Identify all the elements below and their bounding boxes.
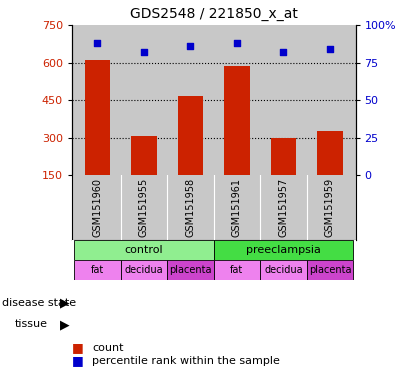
Point [234, 40, 240, 46]
Bar [214, 260, 260, 280]
Title: GDS2548 / 221850_x_at: GDS2548 / 221850_x_at [130, 7, 298, 21]
Text: GSM151960: GSM151960 [92, 178, 102, 237]
Text: GSM151958: GSM151958 [185, 178, 196, 237]
Text: GSM151959: GSM151959 [325, 178, 335, 237]
Text: placenta: placenta [309, 265, 351, 275]
Text: ▶: ▶ [60, 318, 70, 331]
Point [280, 49, 287, 55]
Bar [317, 131, 343, 175]
Text: ▶: ▶ [60, 296, 70, 309]
Bar [167, 260, 214, 280]
Bar [214, 240, 353, 260]
Point [327, 46, 333, 52]
Bar [178, 96, 203, 175]
Text: GSM151955: GSM151955 [139, 178, 149, 237]
Text: GSM151957: GSM151957 [279, 178, 289, 237]
Bar [224, 66, 250, 175]
Text: fat: fat [230, 265, 244, 275]
Text: decidua: decidua [125, 265, 163, 275]
Text: disease state: disease state [2, 298, 76, 308]
Bar [74, 240, 214, 260]
Text: tissue: tissue [14, 319, 47, 329]
Text: preeclampsia: preeclampsia [246, 245, 321, 255]
Text: placenta: placenta [169, 265, 212, 275]
Point [141, 49, 147, 55]
Bar [271, 137, 296, 175]
Point [187, 43, 194, 49]
Text: count: count [92, 343, 124, 353]
Text: control: control [125, 245, 163, 255]
Bar [260, 260, 307, 280]
Text: ■: ■ [72, 341, 84, 354]
Text: ■: ■ [72, 354, 84, 367]
Bar [307, 260, 353, 280]
Point [94, 40, 101, 46]
Bar [131, 136, 157, 175]
Text: percentile rank within the sample: percentile rank within the sample [92, 356, 280, 366]
Bar [85, 60, 110, 175]
Text: fat: fat [91, 265, 104, 275]
Bar [74, 260, 121, 280]
Text: decidua: decidua [264, 265, 303, 275]
Text: GSM151961: GSM151961 [232, 178, 242, 237]
Bar [121, 260, 167, 280]
